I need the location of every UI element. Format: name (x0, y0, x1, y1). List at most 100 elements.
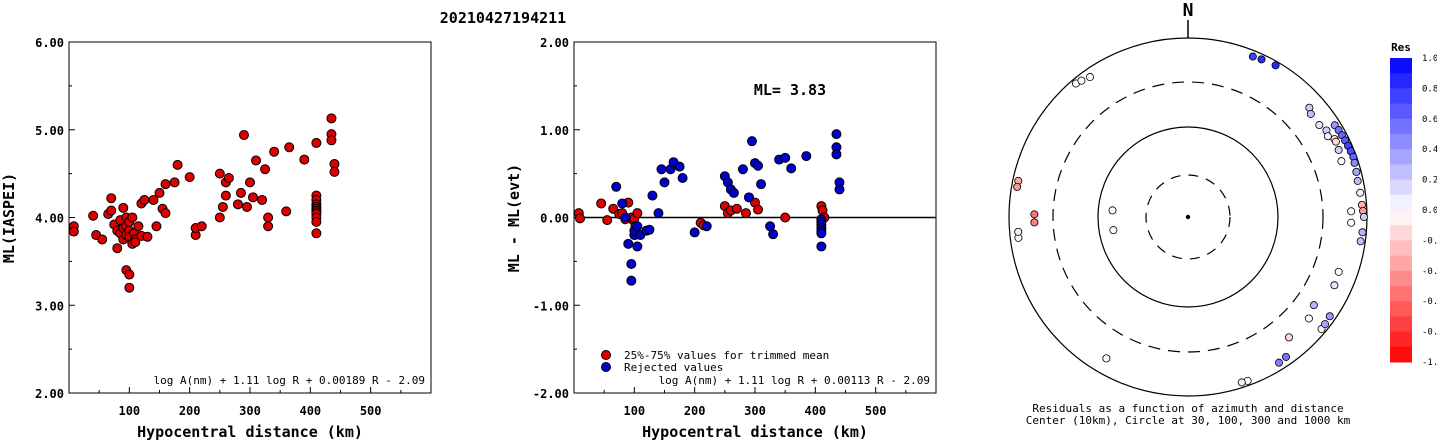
data-point (311, 216, 322, 227)
colorbar-cell (1390, 149, 1412, 165)
data-point (245, 177, 255, 188)
data-point (263, 221, 274, 232)
x-tick-label: 200 (684, 404, 706, 418)
data-point (602, 215, 613, 226)
residual-point (1315, 121, 1324, 130)
data-point (780, 212, 791, 223)
data-point (768, 229, 779, 240)
data-point (263, 212, 274, 223)
x-tick-label: 400 (299, 404, 321, 418)
colorbar-tick-label: -0.2 (1422, 236, 1437, 246)
residual-point (1358, 228, 1367, 237)
colorbar-cells (1390, 58, 1412, 363)
data-point (632, 221, 643, 232)
data-point (575, 213, 586, 224)
colorbar-cell (1390, 316, 1412, 333)
panel-2: 100 200 300 400 500 -2.00 -1.00 0.00 1.00 2.00 ML… (505, 36, 937, 441)
colorbar-tick-label: 0.2 (1422, 176, 1437, 186)
data-point (172, 159, 183, 170)
data-point (214, 168, 225, 179)
residual-point (1353, 176, 1362, 185)
data-point (626, 259, 637, 270)
data-point (740, 208, 751, 219)
residual-point (1275, 358, 1284, 367)
data-point (241, 201, 252, 212)
x-tick-label: 300 (239, 404, 261, 418)
residual-point (1281, 352, 1290, 361)
data-point (632, 208, 643, 219)
data-point (753, 204, 764, 215)
colorbar-cell (1390, 346, 1412, 363)
data-point (160, 179, 171, 190)
residual-point (1350, 158, 1359, 167)
colorbar-cell (1390, 134, 1412, 150)
data-point (124, 269, 135, 280)
data-point (786, 163, 797, 174)
legend-marker-trimmed (601, 350, 611, 360)
data-point (235, 187, 246, 198)
residual-point (1356, 188, 1365, 197)
residual-point (1077, 76, 1086, 85)
residual-point (1306, 109, 1315, 118)
colorbar-cell (1390, 103, 1412, 120)
data-point (133, 221, 144, 232)
data-point (214, 212, 225, 223)
polar-points (1013, 52, 1368, 387)
colorbar-cell (1390, 270, 1412, 287)
panel-2-points (573, 129, 845, 286)
data-point (97, 234, 108, 245)
panel-1: 100 200 300 400 500 2.00 3.00 4.00 5.00 6.00 log … (0, 36, 432, 441)
residual-point (1109, 226, 1118, 235)
panel-2-formula: log A(nm) + 1.11 log R + 0.00113 R - 2.0… (658, 374, 930, 387)
data-point (746, 136, 757, 147)
data-point (169, 177, 180, 188)
y-tick-label: 1.00 (540, 124, 569, 138)
polar-caption-line-1: Residuals as a function of azimuth and d… (1032, 402, 1343, 415)
panel-2-ticks: 100 200 300 400 500 -2.00 -1.00 0.00 1.00 2.00 (533, 36, 907, 418)
data-point (816, 228, 827, 239)
data-point (731, 203, 742, 214)
legend-label-trimmed: 25%-75% values for trimmed mean (624, 349, 829, 362)
data-point (644, 224, 655, 235)
colorbar-cell (1390, 225, 1412, 241)
colorbar-title: Res (1391, 41, 1411, 54)
circle-100km (1097, 126, 1279, 308)
x-tick-label: 500 (865, 404, 887, 418)
data-point (142, 231, 153, 242)
data-point (311, 228, 322, 239)
colorbar-cell (1390, 88, 1412, 105)
panel-2-xlabel: Hypocentral distance (km) (642, 423, 868, 441)
data-point (311, 137, 322, 148)
data-point (674, 161, 685, 172)
data-point (127, 212, 138, 223)
residual-point (1014, 227, 1023, 236)
data-point (251, 155, 262, 166)
colorbar-cell (1390, 331, 1412, 348)
x-tick-label: 100 (623, 404, 645, 418)
panel-2-ml-annotation: ML= 3.83 (754, 81, 826, 99)
epicenter-dot (1185, 214, 1191, 220)
data-point (151, 221, 162, 232)
data-point (756, 179, 767, 190)
residual-point (1347, 207, 1356, 216)
data-point (88, 210, 99, 221)
data-point (269, 146, 280, 157)
data-point (223, 173, 234, 184)
residual-point (1285, 333, 1294, 342)
data-point (299, 154, 310, 165)
colorbar-cell (1390, 179, 1412, 196)
colorbar-cell (1390, 255, 1412, 272)
residual-point (1359, 212, 1368, 221)
data-point (160, 208, 171, 219)
data-point (801, 151, 812, 162)
data-point (831, 149, 842, 160)
y-tick-label: 5.00 (35, 124, 64, 138)
colorbar-tick-label: 0.8 (1422, 84, 1437, 94)
y-tick-label: 2.00 (35, 387, 64, 401)
residual-point (1321, 320, 1330, 329)
panel-1-ylabel: ML(IASPEI) (0, 173, 18, 263)
residual-point (1086, 73, 1095, 82)
y-tick-label: 2.00 (540, 36, 569, 50)
data-point (659, 177, 670, 188)
